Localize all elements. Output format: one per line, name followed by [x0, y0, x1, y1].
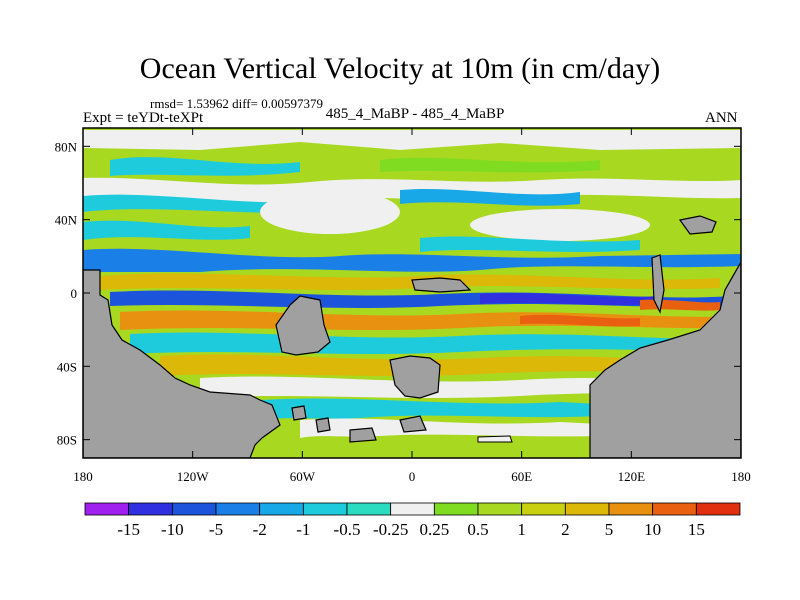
y-tick-label: 80S	[57, 433, 77, 448]
colorbar-swatch	[390, 502, 435, 516]
x-tick-label: 60E	[511, 469, 532, 484]
colorbar-label: 15	[688, 520, 705, 539]
x-tick-label: 180	[731, 469, 751, 484]
x-tick-label: 120W	[177, 469, 210, 484]
x-tick-label: 60W	[290, 469, 316, 484]
colorbar-swatch	[652, 502, 697, 516]
field-band	[83, 194, 320, 213]
field-band	[300, 418, 600, 438]
land-mass	[477, 435, 513, 443]
land-mass	[389, 355, 441, 399]
y-tick-label: 40S	[57, 359, 77, 374]
colorbar-label: -0.5	[334, 520, 361, 539]
plot-title: Ocean Vertical Velocity at 10m (in cm/da…	[139, 52, 661, 85]
land-mass	[83, 269, 281, 458]
colorbar-swatch	[564, 502, 610, 516]
field-band	[160, 354, 741, 376]
field-band	[420, 236, 640, 252]
field-band	[83, 130, 741, 150]
season-label: ANN	[705, 110, 738, 126]
land-mass	[315, 417, 331, 433]
colorbar-swatch	[84, 502, 130, 516]
experiment-label: Expt = teYDt-teXPt	[83, 110, 204, 126]
colorbar-label: 1	[517, 520, 526, 539]
colorbar-label: 0.25	[419, 520, 449, 539]
colorbar-label: -10	[161, 520, 184, 539]
x-tick-label: 180	[73, 469, 93, 484]
colorbar-label: -2	[253, 520, 267, 539]
colorbar-swatch	[302, 502, 348, 516]
land-mass	[589, 260, 741, 458]
colorbar-swatch	[215, 502, 261, 516]
colorbar-label: -5	[209, 520, 223, 539]
field-band	[400, 188, 580, 206]
colorbar-swatch	[128, 502, 173, 516]
colorbar-label: 10	[644, 520, 661, 539]
field-band	[110, 157, 300, 176]
land-mass	[349, 427, 377, 443]
x-tick-label: 120E	[618, 469, 646, 484]
y-tick-label: 80N	[55, 139, 78, 154]
land-mass	[399, 415, 427, 433]
field-blob	[470, 209, 650, 241]
colorbar-swatch	[608, 502, 654, 516]
x-axis: 180 120W 60W 0 60E 120E 180	[73, 128, 751, 484]
land-mass	[291, 405, 307, 421]
colorbar-label: 2	[561, 520, 570, 539]
colorbar-swatch	[695, 502, 741, 516]
y-tick-label: 0	[71, 286, 78, 301]
colorbar-label: -0.25	[373, 520, 408, 539]
colorbar-label: 0.5	[467, 520, 488, 539]
field-band	[83, 248, 741, 272]
colorbar-label: 5	[605, 520, 614, 539]
field-band	[83, 220, 250, 240]
field-band	[520, 314, 640, 327]
land-mass	[411, 277, 472, 293]
y-tick-label: 40N	[55, 213, 78, 228]
x-tick-label: 0	[409, 469, 416, 484]
land-mass	[651, 254, 665, 314]
colorbar-swatch	[521, 502, 566, 516]
colorbar-label: -1	[296, 520, 310, 539]
field-band	[380, 157, 600, 173]
land-mass	[275, 295, 331, 356]
velocity-field	[83, 128, 741, 458]
field-blob	[260, 190, 400, 234]
colorbar-swatch	[477, 502, 523, 516]
stats-text: rmsd= 1.53962 diff= 0.00597379	[150, 96, 323, 111]
colorbar-label: -15	[117, 520, 140, 539]
colorbar: -15 -10 -5 -2 -1 -0.5 -0.25 0.25 0.5 1 2 5 10 15	[84, 502, 741, 539]
land-mass	[678, 215, 717, 235]
colorbar-swatch	[346, 502, 392, 516]
colorbar-swatch	[259, 502, 304, 516]
y-axis: 80N 40N 0 40S 80S	[55, 139, 741, 448]
field-band	[100, 273, 720, 290]
field-band	[260, 398, 600, 420]
field-band	[480, 293, 660, 306]
colorbar-swatch	[433, 502, 479, 516]
case-label: 485_4_MaBP - 485_4_MaBP	[325, 106, 505, 122]
colorbar-swatch	[171, 502, 217, 516]
